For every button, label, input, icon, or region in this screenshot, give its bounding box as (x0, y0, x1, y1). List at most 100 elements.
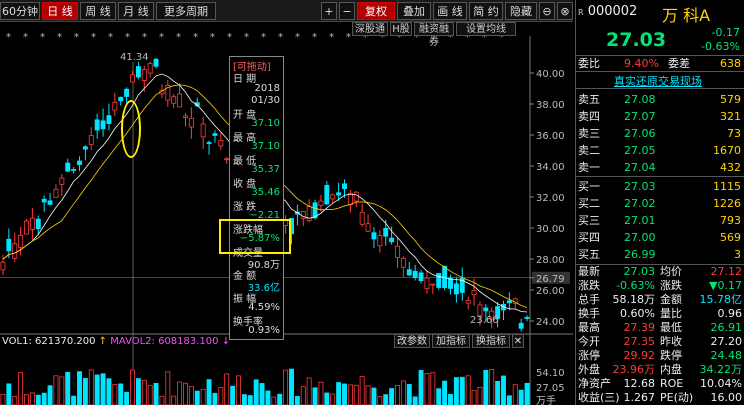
volume-bar (448, 394, 453, 405)
draw-line-button[interactable]: 画 线 (433, 2, 467, 20)
candle-body (495, 306, 501, 319)
tab-monthly[interactable]: 月 线 (118, 2, 154, 20)
candle-body (324, 185, 330, 205)
candle-body (18, 234, 24, 248)
ask-volume: 73 (727, 127, 741, 140)
ask-row[interactable]: 卖二 27.05 1670 (576, 143, 744, 158)
replay-link[interactable]: 真实还原交易现场 (614, 75, 702, 88)
tooltip-close-label: 收 盘 (233, 179, 257, 190)
volume-bar (230, 385, 236, 405)
fuquan-dropdown[interactable]: 复权 (357, 2, 395, 20)
volume-bar (336, 382, 342, 405)
add-indicator-button[interactable]: 加指标 (432, 334, 470, 348)
event-marker: * (295, 32, 300, 43)
margin-button[interactable]: 融资融券 (414, 22, 454, 48)
tab-weekly[interactable]: 周 线 (80, 2, 116, 20)
highlight-box-pct (219, 219, 291, 254)
volume-bar (524, 382, 530, 405)
candle-body (436, 273, 442, 288)
volume-bar (312, 387, 318, 405)
tab-60min[interactable]: 60分钟 (0, 2, 40, 20)
stat-label: 涨跌 (660, 279, 682, 292)
ask-price: 27.04 (624, 161, 656, 174)
tooltip-pct: −5.87% (239, 233, 280, 244)
tab-more-periods[interactable]: 更多周期 (156, 2, 216, 20)
zoom-in-button[interactable]: + (321, 2, 337, 20)
stat-label: 最低 (660, 321, 682, 334)
close-icon[interactable]: ⊗ (557, 2, 573, 20)
volume-bar (342, 383, 347, 405)
hk-connect-button[interactable]: 深股通 (352, 22, 388, 36)
bid-row[interactable]: 买二 27.02 1226 (576, 196, 744, 211)
candle-body (200, 123, 206, 138)
bid-label: 买一 (578, 180, 600, 193)
weicha-label: 委差 (668, 57, 690, 70)
volume-bar (371, 387, 377, 405)
stat-row: 涨跌 -0.63% 涨跌 ▼0.17 (576, 279, 744, 293)
bid-price: 26.99 (624, 248, 656, 261)
stat-label: 收益(三) (578, 391, 620, 404)
bid-row[interactable]: 买一 27.03 1115 (576, 179, 744, 194)
volume-bar (0, 394, 6, 405)
ask-row[interactable]: 卖四 27.07 321 (576, 109, 744, 124)
ask-row[interactable]: 卖三 27.06 73 (576, 126, 744, 141)
simple-button[interactable]: 简 约 (469, 2, 503, 20)
event-marker: * (312, 32, 317, 43)
candle-body (347, 192, 353, 206)
candle-body (88, 135, 94, 145)
volume-bar (294, 396, 300, 405)
candle-body (82, 146, 88, 150)
event-marker: * (431, 32, 436, 43)
kline-tooltip[interactable]: [可拖动] 日 期 2018 01/30 开 盘 37.10 最 高 37.10… (229, 56, 284, 340)
candle-body (206, 142, 212, 144)
kline-chart[interactable]: 40.00 38.00 36.00 34.00 32.00 30.00 28.00 26.79… (0, 22, 573, 405)
ask-volume: 432 (720, 161, 741, 174)
tooltip-title[interactable]: [可拖动] (233, 62, 271, 73)
volume-bar (188, 385, 194, 405)
stat-value: 27.39 (623, 321, 656, 334)
ask-volume: 1670 (713, 144, 741, 157)
ask-row[interactable]: 卖一 27.04 432 (576, 160, 744, 175)
close-indicator-icon[interactable]: ✕ (512, 334, 524, 348)
stat-value: 0.60% (620, 307, 655, 320)
bid-volume: 1115 (713, 180, 741, 193)
edit-params-button[interactable]: 改参数 (394, 334, 430, 348)
volume-bar (383, 394, 389, 405)
bid-volume: 1226 (713, 197, 741, 210)
candle-body (389, 237, 395, 243)
h-share-button[interactable]: H股 (390, 22, 412, 36)
tooltip-date-md: 01/30 (251, 95, 280, 106)
candle-body (112, 101, 118, 111)
candle-body (29, 217, 35, 230)
prev-icon[interactable]: ⊖ (539, 2, 555, 20)
ask-label: 卖二 (578, 144, 600, 157)
tab-daily[interactable]: 日 线 (42, 2, 78, 20)
stat-label: 总手 (578, 293, 600, 306)
swap-indicator-button[interactable]: 换指标 (472, 334, 510, 348)
vol-legend-vol: VOL1: 621370.200 (2, 336, 96, 347)
high-price-label: 41.34 (120, 52, 149, 63)
overlay-dropdown[interactable]: 叠加 (397, 2, 431, 20)
ask-price: 27.08 (624, 93, 656, 106)
volume-bar (130, 369, 135, 405)
candle-body (400, 257, 406, 268)
ma-settings-button[interactable]: 设置均线 (456, 22, 516, 36)
hide-button[interactable]: 隐藏 (505, 2, 537, 20)
bid-row[interactable]: 买三 27.01 793 (576, 213, 744, 228)
candle-body (171, 96, 177, 104)
candle-body (53, 188, 59, 198)
bid-row[interactable]: 买五 26.99 3 (576, 247, 744, 262)
volume-bar (459, 376, 465, 405)
ask-row[interactable]: 卖五 27.08 579 (576, 92, 744, 107)
zoom-out-button[interactable]: − (339, 2, 355, 20)
stat-value: 27.20 (710, 335, 743, 348)
candle-body (118, 96, 124, 102)
candle-body (65, 162, 71, 172)
tooltip-pct-label: 涨跌幅 (233, 225, 263, 236)
event-marker: * (465, 32, 470, 43)
volume-bar (141, 379, 147, 405)
highlight-ellipse (121, 100, 141, 158)
stat-label: 今开 (578, 335, 600, 348)
vol-tick-label: 万手 (536, 394, 556, 405)
bid-row[interactable]: 买四 27.00 569 (576, 230, 744, 245)
